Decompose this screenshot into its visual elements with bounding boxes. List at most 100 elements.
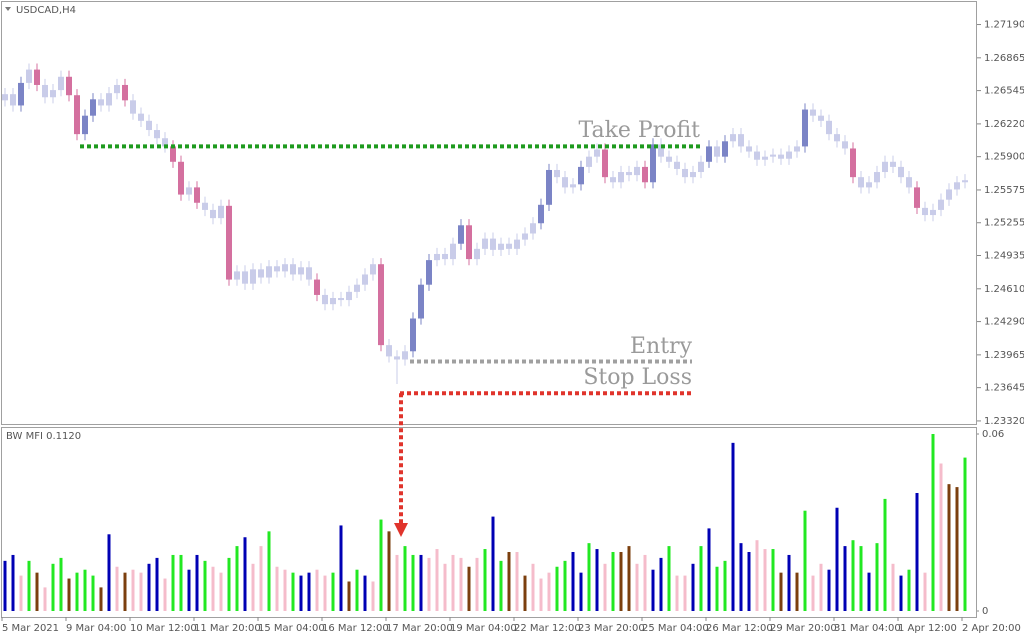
candle-body bbox=[26, 69, 32, 83]
candle-body bbox=[786, 151, 792, 159]
mfi-bar bbox=[171, 554, 175, 611]
candle-body bbox=[946, 189, 952, 200]
mfi-bar bbox=[851, 540, 855, 611]
candle-body bbox=[466, 225, 472, 260]
mfi-bar bbox=[883, 498, 887, 611]
y-tick-label: 1.26865 bbox=[984, 53, 1024, 64]
mfi-bar bbox=[635, 563, 639, 611]
y-tick-label: 1.23965 bbox=[984, 350, 1024, 361]
level-label: Entry bbox=[630, 334, 693, 359]
candle-body bbox=[346, 291, 352, 301]
mfi-bar bbox=[899, 575, 903, 611]
candle-body bbox=[778, 154, 784, 159]
candle-body bbox=[418, 284, 424, 319]
candle-body bbox=[426, 260, 432, 285]
menu-arrow bbox=[5, 7, 11, 11]
candle-body bbox=[98, 99, 104, 106]
mfi-bar bbox=[67, 578, 71, 611]
x-tick-label: 25 Mar 04:00 bbox=[642, 623, 709, 634]
mfi-bar bbox=[419, 554, 423, 611]
candle-body bbox=[586, 156, 592, 167]
candle-body bbox=[834, 134, 840, 142]
candle-body bbox=[674, 161, 680, 169]
x-tick-label: 26 Mar 12:00 bbox=[706, 623, 773, 634]
x-tick-label: 9 Mar 04:00 bbox=[66, 623, 126, 634]
mfi-bar bbox=[787, 554, 791, 611]
y-tick-label: 1.24610 bbox=[984, 284, 1024, 295]
candle-body bbox=[578, 166, 584, 185]
candle-body bbox=[706, 146, 712, 162]
y-tick-label: 1.25255 bbox=[984, 218, 1024, 229]
candle-body bbox=[554, 169, 560, 178]
candle-body bbox=[50, 90, 56, 98]
candle-body bbox=[258, 269, 264, 278]
mfi-bar bbox=[731, 442, 735, 611]
candle-body bbox=[130, 100, 136, 114]
mfi-bar bbox=[723, 560, 727, 611]
mfi-bar bbox=[179, 554, 183, 611]
mfi-bar bbox=[243, 537, 247, 611]
mfi-bar bbox=[947, 484, 951, 611]
mfi-bar bbox=[859, 546, 863, 611]
mfi-bar bbox=[483, 549, 487, 611]
candle-body bbox=[626, 172, 632, 176]
candle-body bbox=[546, 169, 552, 205]
mfi-bar bbox=[643, 554, 647, 611]
candle-body bbox=[938, 199, 944, 210]
candle-body bbox=[642, 166, 648, 183]
candle-body bbox=[194, 187, 200, 203]
candle-body bbox=[754, 151, 760, 160]
x-tick-label: 31 Mar 04:00 bbox=[834, 623, 901, 634]
x-tick-label: 19 Mar 04:00 bbox=[450, 623, 517, 634]
candle-body bbox=[106, 93, 112, 106]
x-tick-label: 10 Mar 12:00 bbox=[130, 623, 197, 634]
candle-body bbox=[138, 113, 144, 121]
candle-body bbox=[882, 161, 888, 173]
x-tick-label: 23 Mar 20:00 bbox=[578, 623, 645, 634]
mfi-bar bbox=[139, 572, 143, 611]
candle-body bbox=[450, 243, 456, 260]
candle-body bbox=[34, 69, 40, 85]
y-tick-label: 0.06 bbox=[982, 429, 1004, 440]
candle-body bbox=[10, 94, 16, 106]
candle-body bbox=[2, 94, 8, 101]
mfi-bar bbox=[51, 563, 55, 611]
candle-body bbox=[146, 120, 152, 131]
mfi-bar bbox=[931, 434, 935, 611]
price-panel bbox=[1, 1, 977, 425]
candle-body bbox=[378, 264, 384, 346]
mfi-bar bbox=[523, 575, 527, 611]
mfi-bar bbox=[131, 569, 135, 611]
mfi-bar bbox=[187, 569, 191, 611]
candle-body bbox=[66, 76, 72, 96]
candle-body bbox=[266, 266, 272, 278]
mfi-bar bbox=[611, 552, 615, 611]
candle-body bbox=[298, 267, 304, 275]
y-tick-label: 1.26545 bbox=[984, 86, 1024, 97]
candle-body bbox=[666, 156, 672, 162]
candle-body bbox=[906, 177, 912, 188]
candle-body bbox=[618, 172, 624, 183]
mfi-bar bbox=[403, 546, 407, 611]
candle-body bbox=[154, 130, 160, 139]
candle-body bbox=[658, 144, 664, 157]
mfi-bar bbox=[579, 572, 583, 611]
mfi-bar bbox=[211, 566, 215, 611]
mfi-bar bbox=[115, 566, 119, 611]
mfi-bar bbox=[355, 569, 359, 611]
candle-body bbox=[274, 266, 280, 272]
candle-body bbox=[922, 207, 928, 216]
candle-body bbox=[562, 177, 568, 188]
mfi-bar bbox=[539, 578, 543, 611]
candle-body bbox=[282, 264, 288, 272]
candle-body bbox=[826, 120, 832, 135]
mfi-bar bbox=[315, 569, 319, 611]
mfi-bar bbox=[3, 560, 7, 611]
mfi-bar bbox=[443, 563, 447, 611]
candle-body bbox=[234, 271, 240, 280]
mfi-bar bbox=[291, 572, 295, 611]
mfi-bar bbox=[795, 572, 799, 611]
mfi-bar bbox=[755, 540, 759, 611]
mfi-bar bbox=[227, 557, 231, 611]
candle-body bbox=[186, 187, 192, 195]
